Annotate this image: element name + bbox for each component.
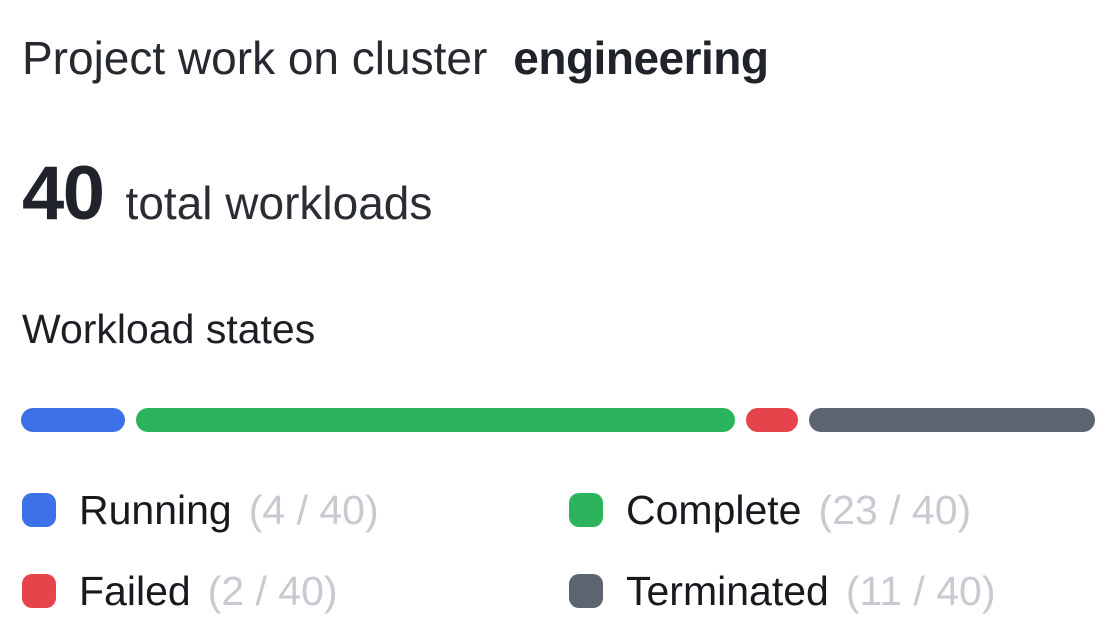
legend-swatch-failed [22, 574, 56, 608]
bar-segment-running[interactable] [21, 408, 126, 432]
legend-label: Failed [79, 567, 191, 614]
legend-swatch-running [22, 493, 56, 527]
panel-title: Project work on cluster engineering [22, 31, 769, 86]
legend-item-complete: Complete (23 / 40) [569, 486, 995, 533]
workload-states-heading: Workload states [22, 306, 316, 352]
legend-label: Terminated [626, 567, 829, 614]
total-count: 40 [22, 151, 105, 236]
legend-item-failed: Failed (2 / 40) [22, 567, 569, 614]
legend-count: (23 / 40) [818, 486, 972, 533]
legend-count: (11 / 40) [845, 567, 996, 614]
legend-swatch-terminated [569, 574, 603, 608]
cluster-name: engineering [513, 32, 769, 84]
bar-segment-terminated[interactable] [808, 408, 1095, 432]
total-label: total workloads [125, 177, 433, 229]
legend-item-terminated: Terminated (11 / 40) [569, 567, 996, 614]
bar-segment-failed[interactable] [745, 408, 798, 432]
legend-count: (4 / 40) [248, 486, 379, 533]
workload-states-bar [21, 408, 1095, 432]
legend-item-running: Running (4 / 40) [22, 486, 569, 533]
bar-segment-complete[interactable] [136, 408, 735, 432]
legend-count: (2 / 40) [207, 567, 338, 614]
workload-states-legend: Running (4 / 40) Complete (23 / 40) Fail… [22, 486, 996, 614]
legend-label: Complete [626, 486, 802, 533]
legend-swatch-complete [569, 493, 603, 527]
total-workloads: 40 total workloads [22, 156, 432, 232]
legend-label: Running [79, 486, 232, 533]
title-prefix: Project work on cluster [22, 32, 488, 84]
